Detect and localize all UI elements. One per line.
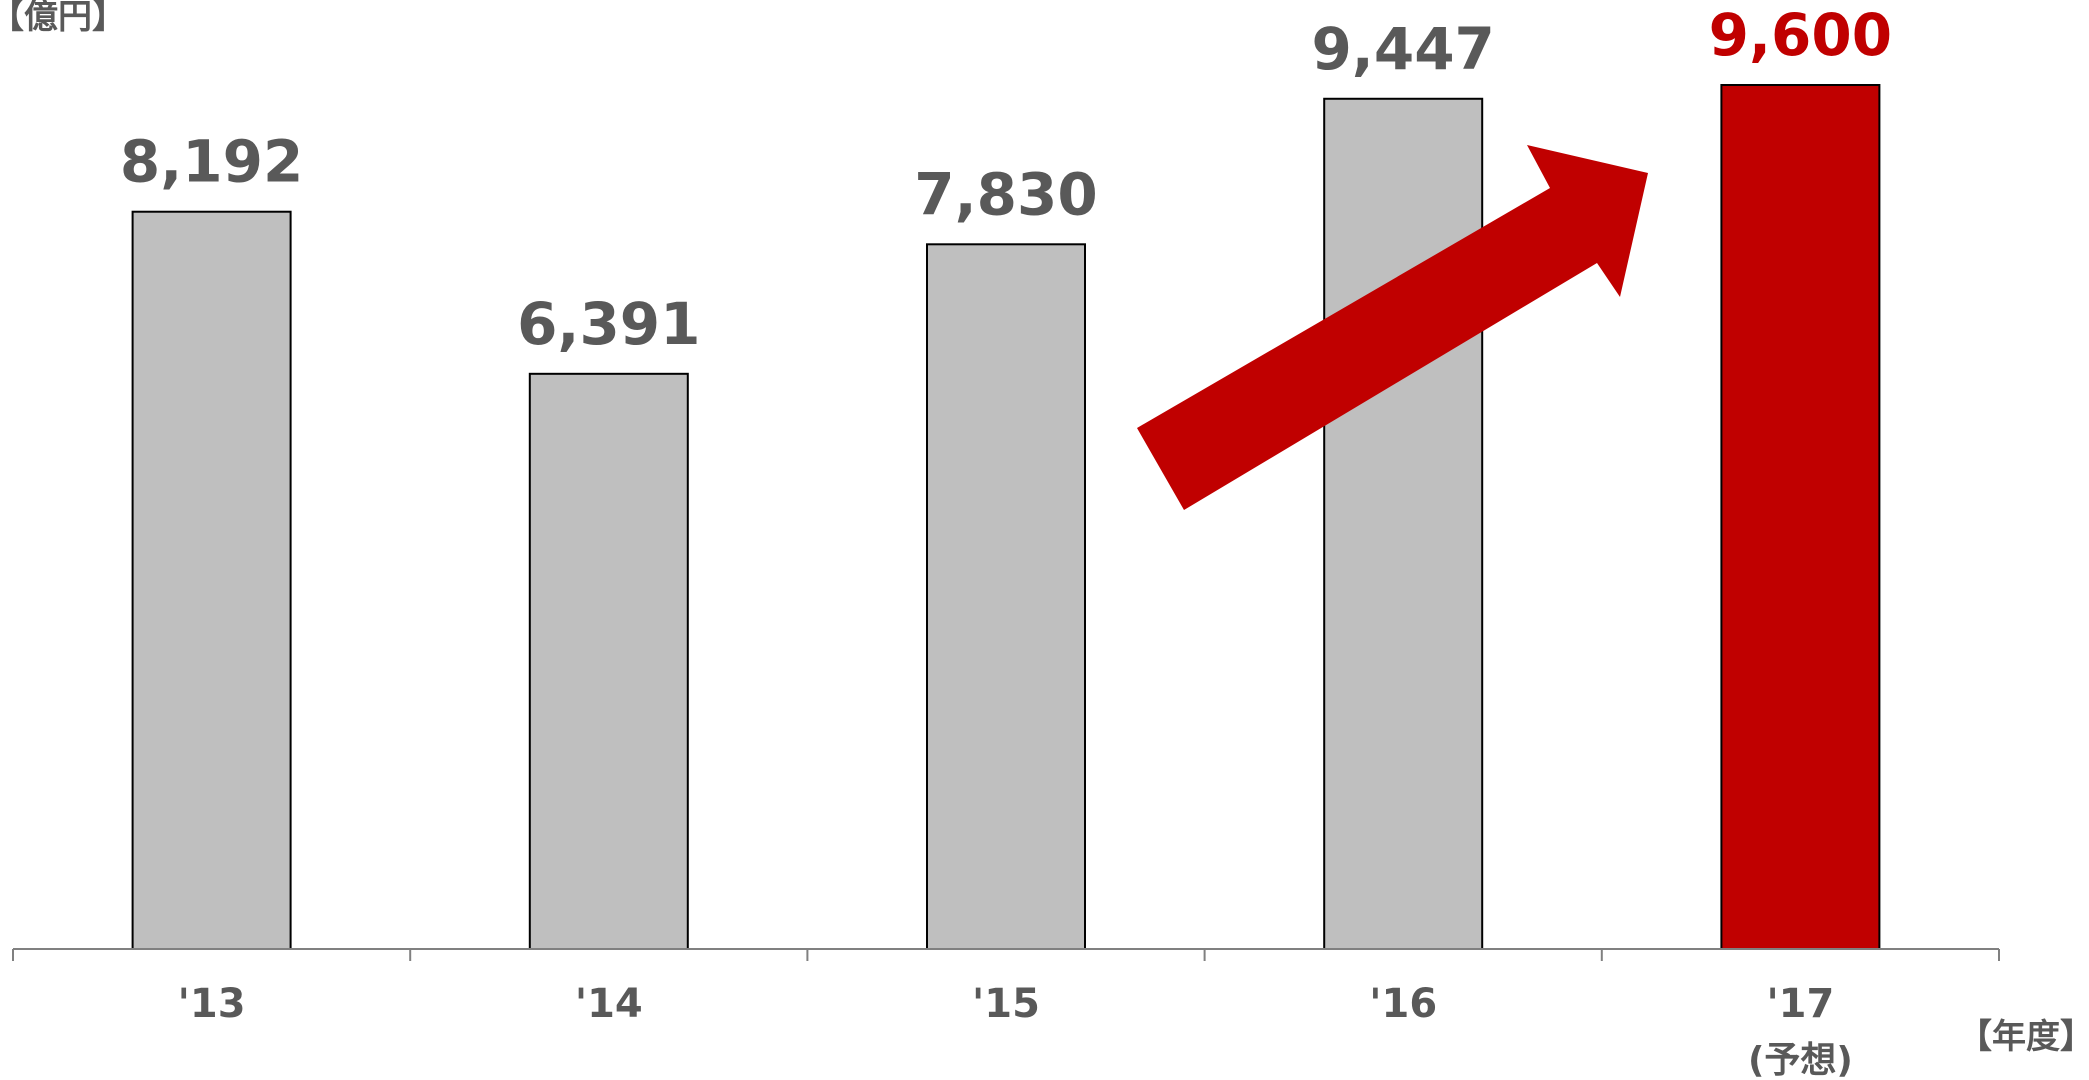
x-unit-label: 【年度】 <box>1958 1017 2089 1057</box>
x-tick-sublabel: (予想) <box>1748 1040 1853 1080</box>
bar-16 <box>1324 99 1482 949</box>
x-tick-label: '16 <box>1369 981 1437 1027</box>
x-axis <box>13 949 1999 961</box>
y-unit-label: 【億円】 <box>0 0 126 37</box>
value-label: 9,447 <box>1311 15 1494 83</box>
bar-13 <box>133 212 291 949</box>
value-label: 6,391 <box>517 290 700 358</box>
x-tick-label: '13 <box>178 981 246 1027</box>
bar-17 <box>1721 85 1879 949</box>
x-tick-label: '17 <box>1766 981 1834 1027</box>
value-label: 7,830 <box>914 160 1097 228</box>
value-label: 9,600 <box>1709 1 1892 69</box>
x-tick-label: '15 <box>972 981 1040 1027</box>
x-tick-labels: '13 '14 '15 '16 '17 (予想) <box>178 981 1853 1080</box>
x-tick-label: '14 <box>575 981 643 1027</box>
bar-15 <box>927 244 1085 949</box>
value-label: 8,192 <box>120 128 303 196</box>
bar-14 <box>530 374 688 949</box>
